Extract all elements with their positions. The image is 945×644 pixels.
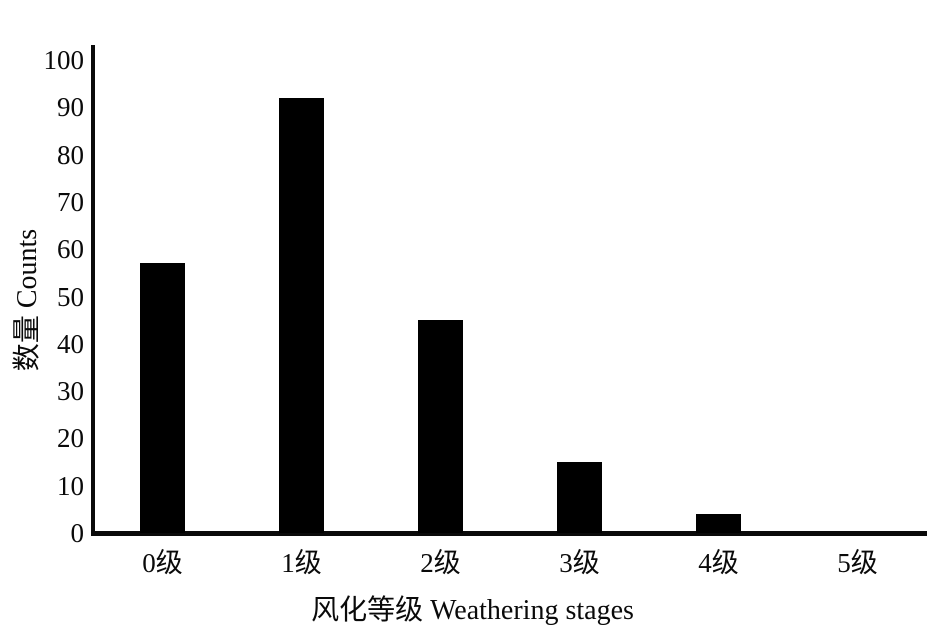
y-tick-label: 90 bbox=[57, 92, 84, 123]
x-axis-line bbox=[91, 531, 927, 536]
x-axis-title: 风化等级 Weathering stages bbox=[311, 595, 634, 626]
y-tick-label: 80 bbox=[57, 139, 84, 170]
x-category-label: 1级 bbox=[281, 548, 322, 578]
y-tick-label: 70 bbox=[57, 186, 84, 217]
bar-1 bbox=[279, 98, 324, 533]
y-tick-label: 100 bbox=[43, 45, 85, 75]
y-tick-label: 60 bbox=[57, 234, 84, 265]
y-tick-label: 40 bbox=[57, 328, 84, 359]
x-category-label: 2级 bbox=[420, 548, 461, 578]
bar-0 bbox=[140, 263, 185, 533]
x-category-label: 3级 bbox=[559, 548, 600, 578]
bar-2 bbox=[418, 320, 463, 533]
y-tick-label: 50 bbox=[57, 281, 84, 312]
y-tick-label: 30 bbox=[57, 376, 84, 407]
x-category-label: 5级 bbox=[837, 548, 878, 578]
y-tick-label: 0 bbox=[70, 518, 85, 548]
y-axis-line bbox=[91, 45, 95, 536]
y-tick-label: 10 bbox=[57, 470, 84, 501]
x-category-label: 0级 bbox=[142, 548, 183, 578]
y-tick-label: 20 bbox=[57, 423, 84, 454]
bar-3 bbox=[557, 462, 602, 533]
x-category-label: 4级 bbox=[698, 548, 739, 578]
bar-4 bbox=[696, 514, 741, 533]
